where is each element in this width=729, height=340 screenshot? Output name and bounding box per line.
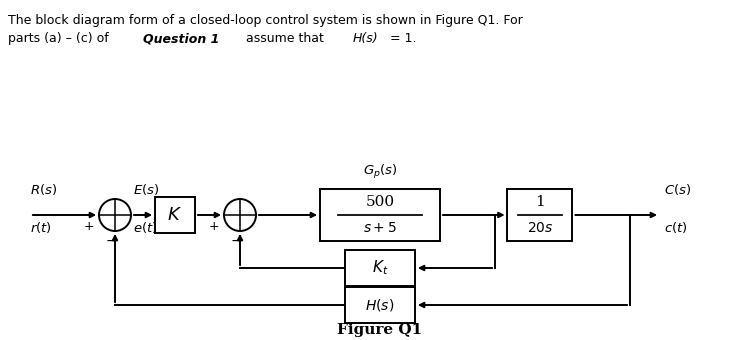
Text: $C(s)$: $C(s)$: [664, 182, 691, 197]
Text: Figure Q1: Figure Q1: [338, 323, 423, 337]
Bar: [345, 250, 415, 286]
Text: $K_t$: $K_t$: [372, 259, 389, 277]
Text: $G_p(s)$: $G_p(s)$: [363, 163, 397, 181]
Text: 1: 1: [535, 195, 545, 209]
Text: $s + 5$: $s + 5$: [363, 221, 397, 235]
Text: = 1.: = 1.: [386, 32, 416, 45]
Text: assume that: assume that: [242, 32, 327, 45]
Text: +: +: [83, 220, 94, 233]
Text: +: +: [208, 220, 219, 233]
Bar: [155, 197, 195, 233]
Text: H(s): H(s): [353, 32, 378, 45]
Bar: [507, 189, 572, 241]
Bar: [345, 287, 415, 323]
Circle shape: [99, 199, 131, 231]
Text: $20s$: $20s$: [527, 221, 553, 235]
Text: parts (a) – (c) of: parts (a) – (c) of: [8, 32, 113, 45]
Text: The block diagram form of a closed-loop control system is shown in Figure Q1. Fo: The block diagram form of a closed-loop …: [8, 14, 523, 27]
Text: −: −: [230, 234, 242, 248]
Text: $H(s)$: $H(s)$: [365, 297, 394, 313]
Text: Question 1: Question 1: [143, 32, 219, 45]
Text: $R(s)$: $R(s)$: [30, 182, 58, 197]
Text: $c(t)$: $c(t)$: [664, 220, 687, 235]
Text: 500: 500: [365, 195, 394, 209]
Text: $K$: $K$: [168, 206, 182, 224]
Circle shape: [224, 199, 256, 231]
Text: $e(t)$: $e(t)$: [133, 220, 157, 235]
Text: $r(t)$: $r(t)$: [30, 220, 52, 235]
Text: −: −: [105, 234, 117, 248]
Text: $E(s)$: $E(s)$: [133, 182, 160, 197]
Bar: [320, 189, 440, 241]
